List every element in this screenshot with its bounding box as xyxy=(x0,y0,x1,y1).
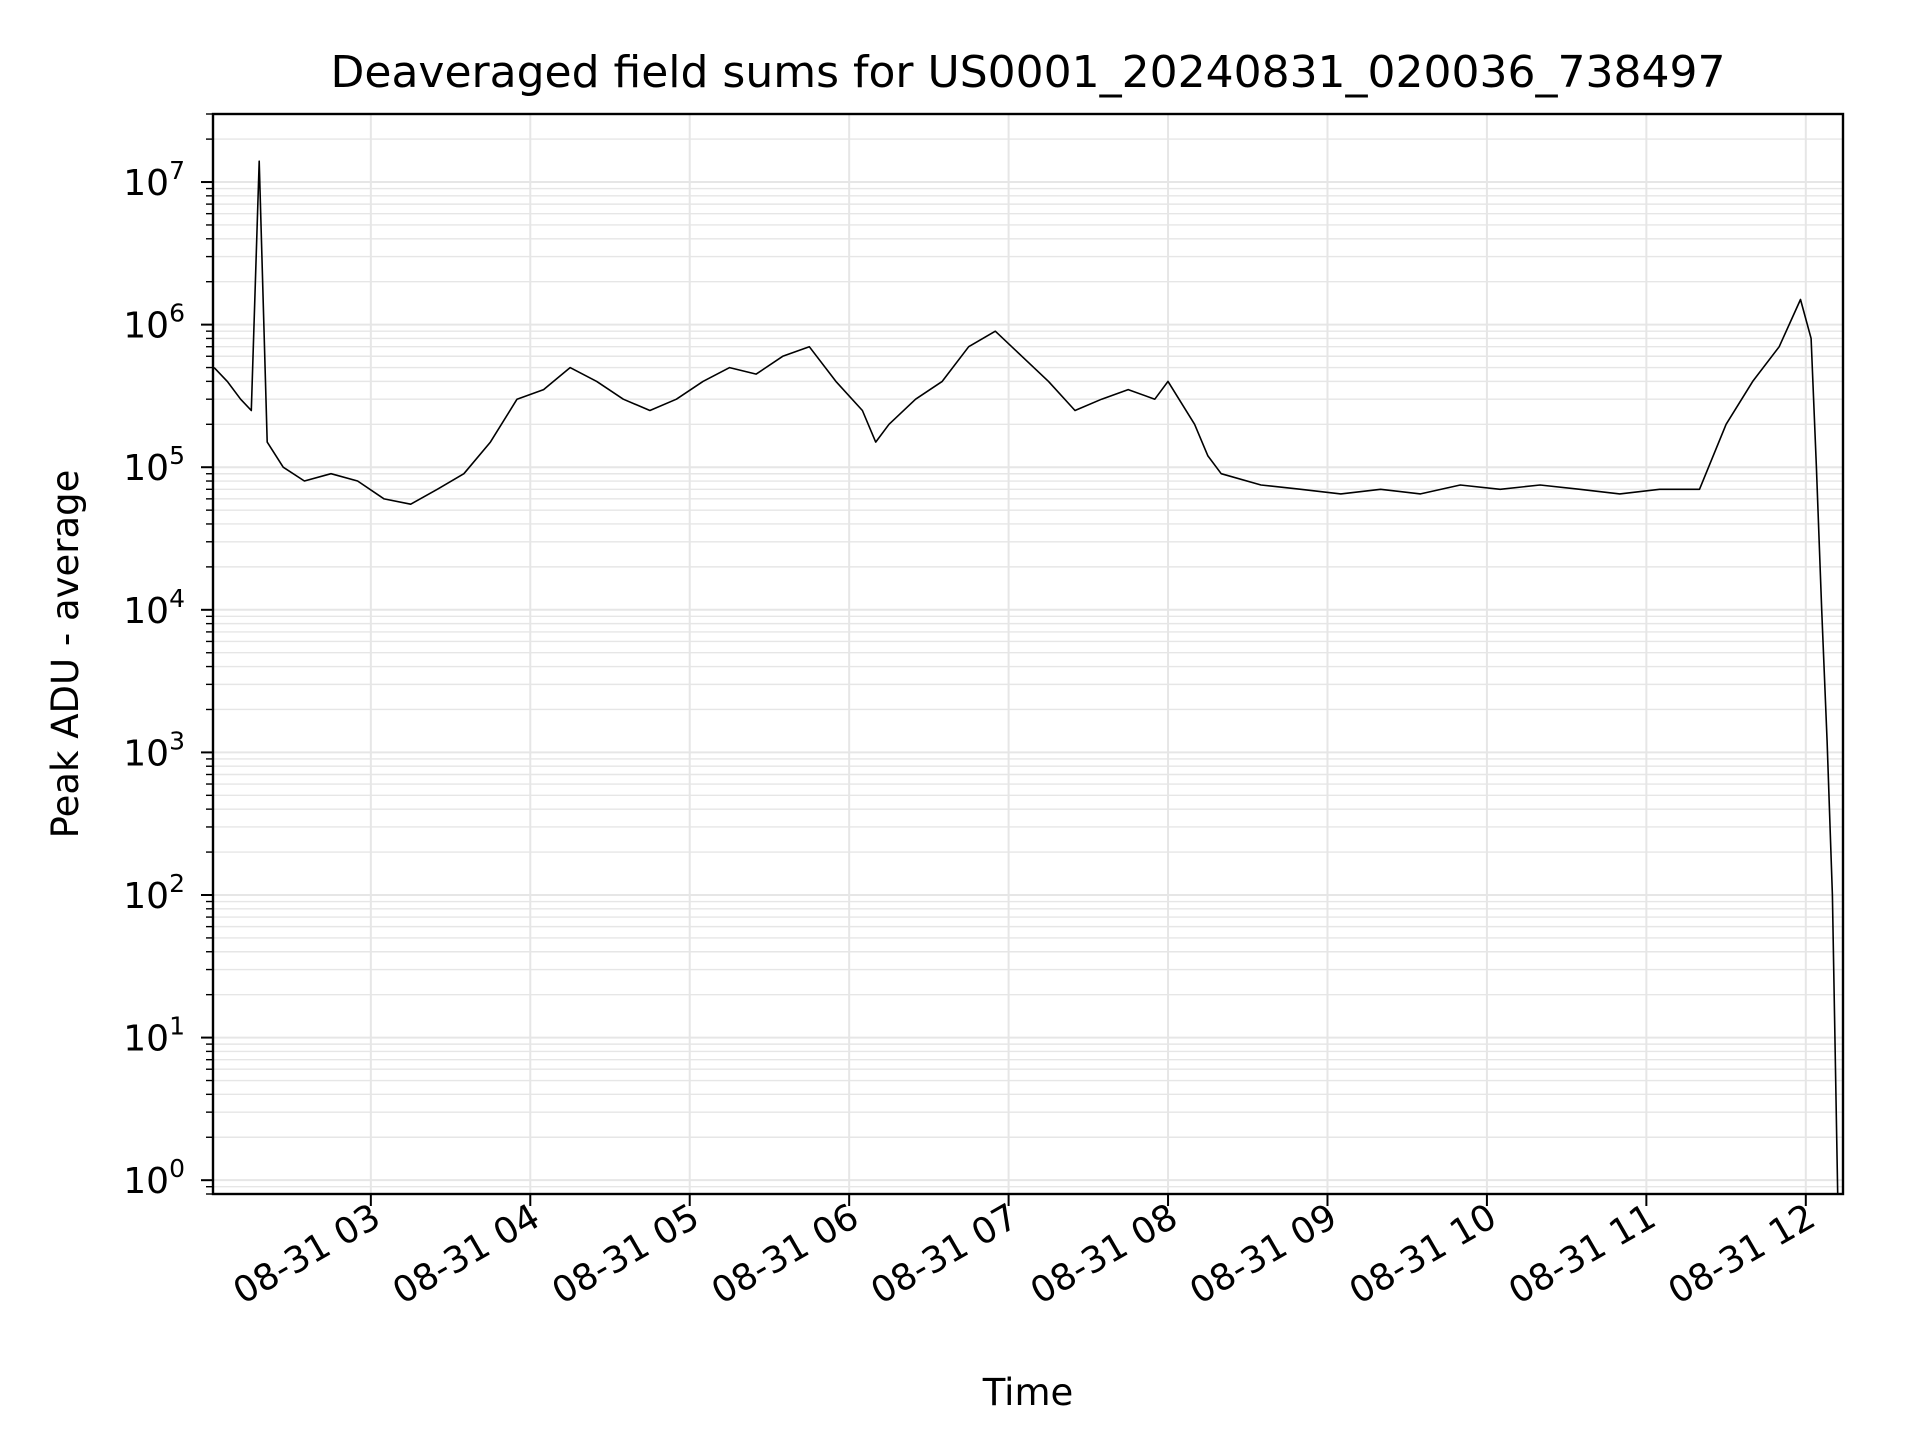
y-tick-label: 105 xyxy=(123,441,185,489)
grid xyxy=(213,113,1843,1195)
plot-frame xyxy=(211,112,1845,1196)
y-tick-label: 106 xyxy=(123,299,185,347)
y-tick-label: 107 xyxy=(123,156,185,204)
y-tick-label: 102 xyxy=(123,869,185,917)
y-tick-label: 104 xyxy=(123,584,185,632)
data-series xyxy=(213,160,1839,1194)
chart-title: Deaveraged field sums for US0001_2024083… xyxy=(331,47,1726,98)
x-axis-label: Time xyxy=(982,1371,1074,1414)
y-tick-label: 103 xyxy=(123,726,185,774)
y-tick-label: 101 xyxy=(123,1012,185,1060)
y-axis-label: Peak ADU - average xyxy=(44,470,87,839)
series-line xyxy=(213,160,1839,1194)
y-tick-label: 100 xyxy=(123,1154,185,1202)
